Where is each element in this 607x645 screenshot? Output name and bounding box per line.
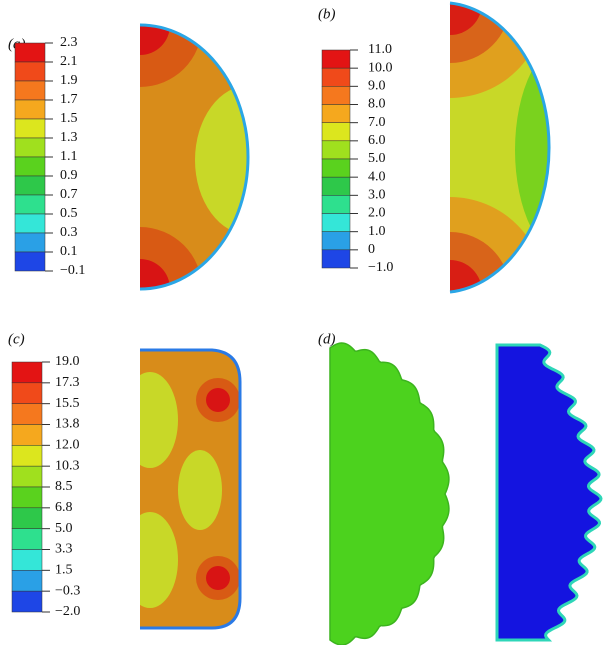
colorbar-label: 13.8 xyxy=(55,417,80,432)
colorbar-label: 1.5 xyxy=(55,563,73,578)
colorbar-label: 5.0 xyxy=(368,151,386,166)
colorbar-label: −0.3 xyxy=(55,583,80,598)
colorbar-label: 1.3 xyxy=(60,130,78,145)
colorbar-band xyxy=(14,118,46,139)
colorbar-band xyxy=(321,249,351,269)
colorbar-band xyxy=(11,403,43,425)
colorbar-band xyxy=(14,80,46,101)
colorbar-label: 8.0 xyxy=(368,97,386,112)
colorbar-band xyxy=(321,122,351,142)
colorbar-band xyxy=(14,251,46,272)
colorbar-label: 0.3 xyxy=(60,225,78,240)
colorbar-label: 0.9 xyxy=(60,168,78,183)
colorbar-label: 19.0 xyxy=(55,354,80,369)
colorbar-band xyxy=(321,104,351,123)
colorbar-label: 0.7 xyxy=(60,187,78,202)
colorbar-label: 2.0 xyxy=(368,206,386,221)
colorbar-label: 2.1 xyxy=(60,54,78,69)
colorbar-band xyxy=(321,158,351,178)
colorbar-label: 12.0 xyxy=(55,438,80,453)
colorbar-label: 6.8 xyxy=(55,500,73,515)
colorbar-label: 1.9 xyxy=(60,73,78,88)
colorbar-band xyxy=(14,42,46,63)
contour-d-right xyxy=(495,343,603,642)
colorbar-band xyxy=(321,213,351,232)
colorbar-band xyxy=(14,156,46,177)
colorbar-band xyxy=(321,195,351,214)
colorbar-band xyxy=(11,590,43,613)
colorbar-band xyxy=(14,213,46,234)
colorbar-band xyxy=(321,176,351,196)
colorbar-band xyxy=(11,528,43,550)
colorbar-band xyxy=(11,445,43,467)
colorbar-label: −1.0 xyxy=(368,260,393,275)
colorbar-band xyxy=(14,232,46,253)
colorbar-band xyxy=(321,231,351,251)
colorbar-label: 7.0 xyxy=(368,115,386,130)
colorbar-label: 0 xyxy=(368,242,375,257)
colorbar-label: 1.7 xyxy=(60,92,78,107)
colorbar-label: 0.1 xyxy=(60,244,78,259)
colorbar-band xyxy=(14,61,46,82)
colorbar-label: −2.0 xyxy=(55,604,80,619)
colorbar-band xyxy=(11,507,43,529)
edge xyxy=(139,23,250,291)
contour-d-left xyxy=(329,342,450,645)
colorbar-label: 0.5 xyxy=(60,206,78,221)
contour-c xyxy=(140,350,240,628)
colorbar-band xyxy=(11,382,43,404)
panel-label: (b) xyxy=(318,6,336,22)
colorbar-band xyxy=(11,570,43,592)
colorbar-label: 5.0 xyxy=(55,521,73,536)
colorbar-label: 6.0 xyxy=(368,133,386,148)
contour-b xyxy=(450,3,550,292)
colorbar-band xyxy=(14,194,46,215)
colorbar-label: 4.0 xyxy=(368,169,386,184)
edge xyxy=(449,1,551,294)
colorbar-band xyxy=(11,361,43,384)
colorbar-label: 3.3 xyxy=(55,542,73,557)
colorbar-label: 11.0 xyxy=(368,42,392,57)
colorbar-label: 1.0 xyxy=(368,224,386,239)
colorbar-label: 8.5 xyxy=(55,479,73,494)
colorbar-band xyxy=(11,424,43,446)
panel-label: (d) xyxy=(318,331,336,347)
colorbar-label: −0.1 xyxy=(60,263,85,278)
colorbar-band xyxy=(11,486,43,509)
colorbar-label: 3.0 xyxy=(368,188,386,203)
colorbar-band xyxy=(321,49,351,69)
colorbar-band xyxy=(14,175,46,196)
colorbar-band xyxy=(321,140,351,160)
colorbar-label: 1.5 xyxy=(60,111,78,126)
colorbar-label: 2.3 xyxy=(60,35,78,50)
colorbar-band xyxy=(321,86,351,105)
colorbar-band xyxy=(11,465,43,488)
contour-a xyxy=(140,25,248,289)
colorbar-label: 1.1 xyxy=(60,149,78,164)
panel-label: (c) xyxy=(8,331,25,347)
colorbar-band xyxy=(11,549,43,571)
colorbar-label: 10.0 xyxy=(368,60,393,75)
colorbar-label: 9.0 xyxy=(368,79,386,94)
colorbar-label: 15.5 xyxy=(55,396,80,411)
colorbar-band xyxy=(321,67,351,87)
colorbar-label: 10.3 xyxy=(55,458,80,473)
edge xyxy=(140,348,242,630)
colorbar-band xyxy=(14,99,46,120)
colorbar-label: 17.3 xyxy=(55,375,80,390)
colorbar-band xyxy=(14,137,46,158)
